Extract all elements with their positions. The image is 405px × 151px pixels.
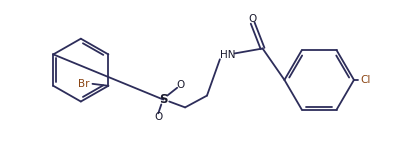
Text: HN: HN	[220, 50, 236, 60]
Text: S: S	[159, 93, 168, 106]
Text: O: O	[249, 14, 257, 24]
Text: Cl: Cl	[360, 75, 370, 85]
Text: O: O	[154, 112, 162, 122]
Text: Br: Br	[78, 79, 90, 89]
Text: O: O	[176, 80, 184, 90]
